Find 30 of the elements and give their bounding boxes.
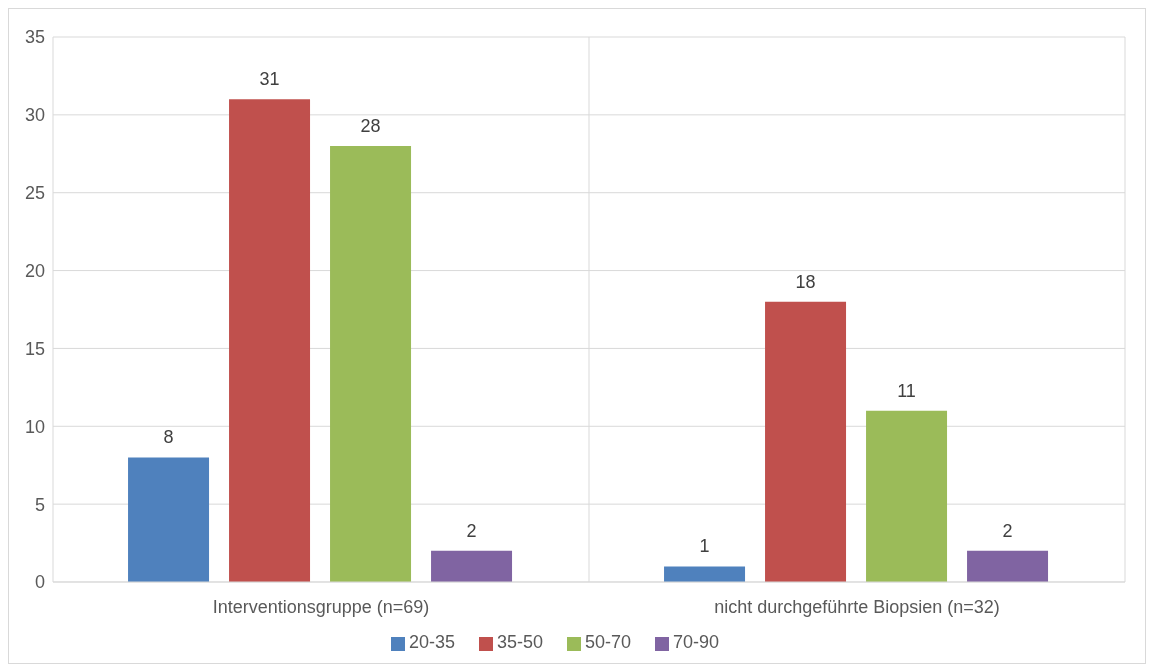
legend-label: 20-35 <box>408 632 455 652</box>
x-tick-label: nicht durchgeführte Biopsien (n=32) <box>714 596 1000 617</box>
legend-label: 50-70 <box>585 632 632 652</box>
y-tick-label: 10 <box>24 416 45 437</box>
data-label: 11 <box>897 380 916 401</box>
y-tick-label: 30 <box>24 105 45 126</box>
y-tick-label: 35 <box>24 27 45 48</box>
data-label: 2 <box>1002 520 1013 541</box>
y-tick-label: 5 <box>34 494 45 515</box>
data-label: 18 <box>795 271 816 292</box>
bar <box>229 99 311 582</box>
data-label: 1 <box>699 536 710 557</box>
y-tick-label: 20 <box>24 260 45 281</box>
bar <box>866 410 948 582</box>
bar <box>967 550 1049 582</box>
data-label: 8 <box>163 427 174 448</box>
bar <box>664 566 746 582</box>
data-label: 28 <box>360 116 381 136</box>
bar <box>330 146 412 582</box>
data-label: 2 <box>466 520 477 541</box>
bar <box>765 301 847 582</box>
y-tick-label: 25 <box>24 183 45 204</box>
bar <box>431 550 513 582</box>
legend-label: 35-50 <box>496 632 543 652</box>
bar <box>128 457 210 582</box>
y-tick-label: 15 <box>24 338 45 359</box>
data-label: 31 <box>259 69 280 90</box>
legend-label: 70-90 <box>673 632 720 652</box>
y-tick-label: 0 <box>34 572 45 593</box>
x-tick-label: Interventionsgruppe (n=69) <box>212 596 430 617</box>
